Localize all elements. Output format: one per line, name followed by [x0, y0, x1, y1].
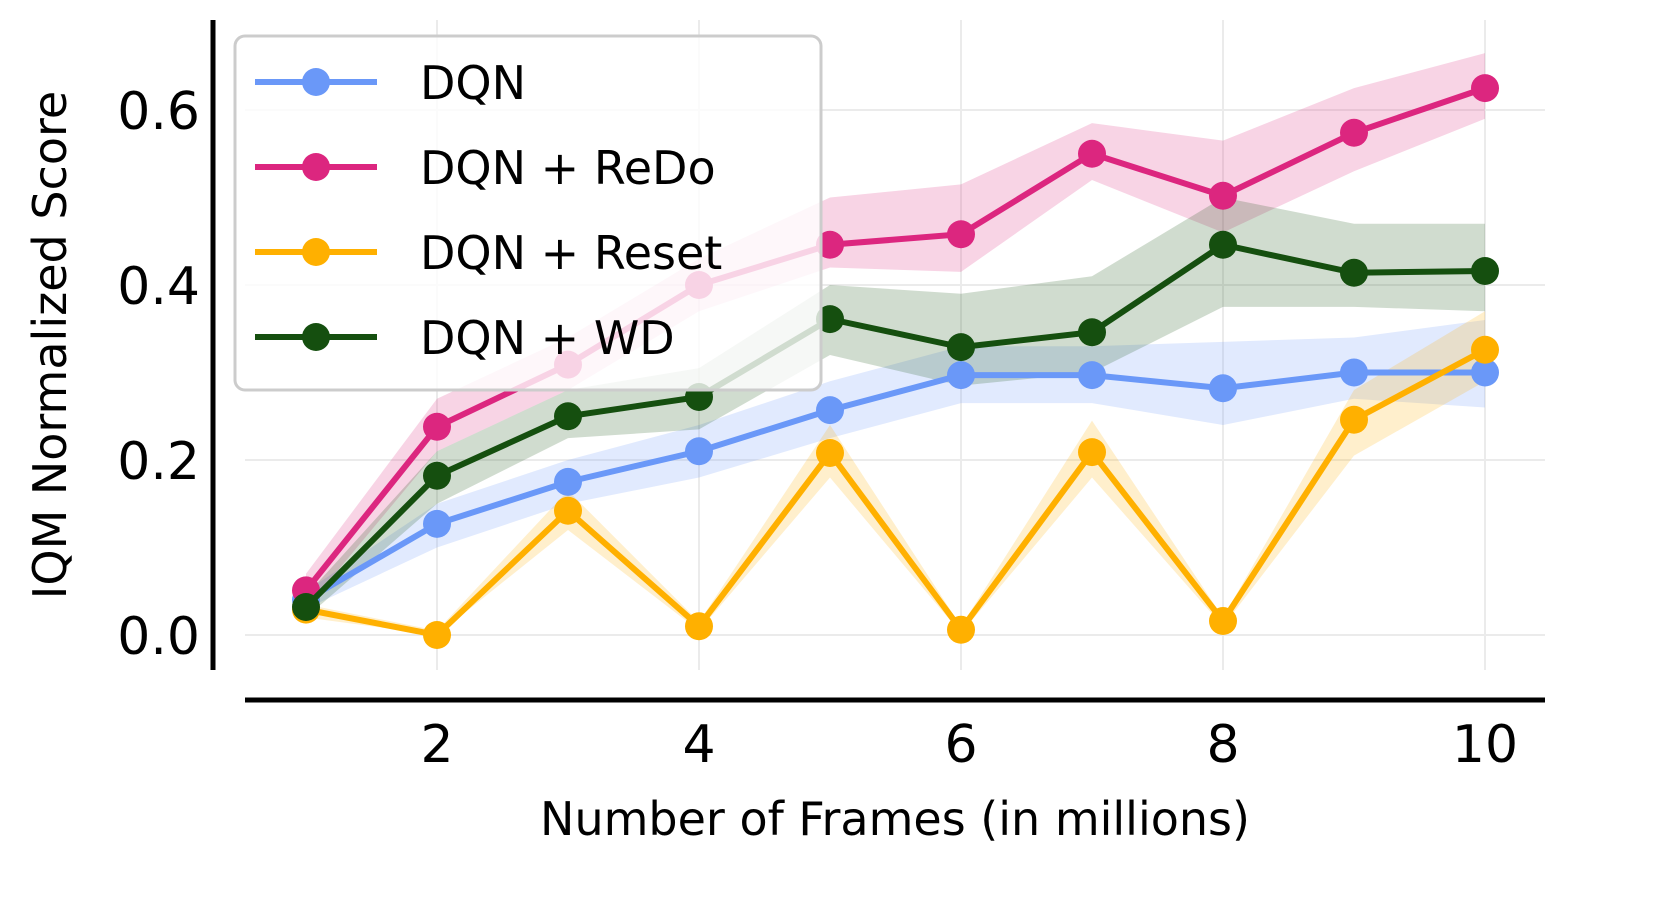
dqn-wd-point	[423, 461, 451, 490]
dqn-reset-point	[816, 439, 844, 467]
dqn-reset-line	[305, 347, 1487, 639]
dqn-wd-band	[306, 197, 1485, 618]
dqn-point	[1340, 358, 1368, 387]
dqn-wd-point	[816, 305, 844, 334]
x-tick-label: 2	[420, 715, 453, 775]
dqn-line	[304, 369, 1485, 603]
dqn-point	[423, 509, 451, 538]
x-tick-label: 4	[682, 715, 715, 775]
dqn-wd-point	[947, 333, 975, 362]
dqn-redo-point	[423, 412, 451, 441]
legend-label-dqn: DQN	[420, 56, 526, 110]
dqn-reset-band	[306, 311, 1485, 635]
dqn-reset-point	[1078, 438, 1106, 467]
series-lines	[292, 74, 1499, 649]
y-tick-label: 0.6	[117, 82, 200, 142]
dqn-point	[685, 437, 713, 466]
dqn-reset-point	[947, 615, 975, 644]
dqn-reset-point	[1471, 335, 1499, 364]
dqn-redo-point	[947, 220, 975, 249]
dqn-wd-point	[1471, 257, 1499, 285]
dqn-point	[947, 361, 975, 390]
x-tick-label: 6	[944, 715, 977, 775]
x-tick-label: 10	[1452, 715, 1518, 775]
dqn-redo-band	[306, 53, 1485, 609]
dqn-reset-point	[685, 612, 713, 641]
dqn-wd-point	[1078, 318, 1106, 347]
dqn-band	[306, 320, 1485, 609]
dqn-redo-point	[816, 230, 844, 259]
legend-marker-dqn-wd	[302, 323, 330, 351]
y-axis-label: IQM Normalized Score	[23, 91, 77, 599]
y-tick-labels: 0.0 0.2 0.4 0.6	[117, 82, 200, 667]
dqn-redo-point	[1340, 118, 1368, 147]
y-tick-label: 0.0	[117, 607, 200, 667]
dqn-redo-point	[1078, 139, 1106, 168]
dqn-reset-point	[423, 621, 451, 649]
legend-marker-dqn-redo	[302, 153, 330, 181]
legend-label-dqn-wd: DQN + WD	[420, 311, 675, 365]
dqn-point	[1471, 358, 1499, 387]
confidence-bands	[306, 53, 1485, 635]
x-tick-labels: 2 4 6 8 10	[420, 715, 1518, 775]
y-tick-label: 0.4	[117, 257, 200, 317]
x-tick-label: 8	[1206, 715, 1239, 775]
x-axis-label: Number of Frames (in millions)	[540, 792, 1250, 846]
dqn-point	[554, 467, 582, 496]
legend-marker-dqn-reset	[302, 238, 330, 266]
dqn-redo-line	[303, 85, 1486, 593]
legend-box	[233, 34, 823, 392]
legend-label-dqn-redo: DQN + ReDo	[420, 141, 716, 195]
legend-label-dqn-reset: DQN + Reset	[420, 226, 722, 280]
dqn-wd-point	[1340, 258, 1368, 287]
dqn-redo-point	[1209, 181, 1237, 210]
dqn-redo-point	[1471, 74, 1499, 103]
dqn-wd-point	[554, 402, 582, 431]
dqn-wd-point	[1209, 230, 1237, 259]
y-tick-label: 0.2	[117, 432, 200, 492]
dqn-reset-point	[1340, 405, 1368, 434]
dqn-point	[816, 396, 844, 425]
dqn-reset-point	[1209, 607, 1237, 635]
dqn-point	[1209, 374, 1237, 403]
dqn-wd-point	[292, 593, 320, 621]
dqn-wd-line	[303, 241, 1486, 610]
legend: DQN DQN + ReDo DQN + Reset DQN + WD	[233, 34, 823, 392]
dqn-point	[1078, 361, 1106, 390]
legend-marker-dqn	[302, 68, 330, 96]
dqn-reset-point	[554, 496, 582, 525]
